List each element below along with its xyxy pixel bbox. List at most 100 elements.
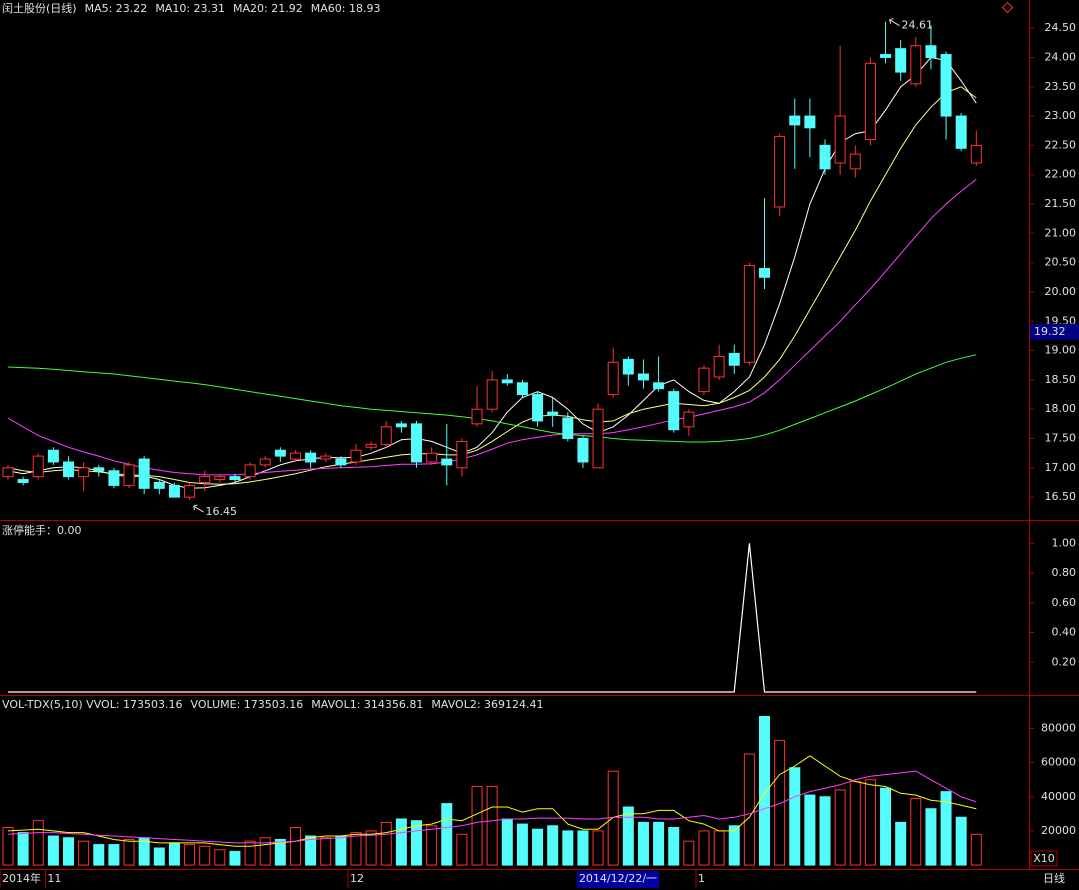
y-tick-label: 17.00 [1045,461,1077,474]
volume-bar [108,844,120,866]
candle-body [93,467,105,472]
candle-body [910,45,922,85]
volume-bar [335,835,347,866]
volume-bar [895,821,907,866]
candle-body [78,467,90,478]
mavol-line [7,755,977,847]
volume-bar [486,786,498,866]
volume-bar [501,818,513,866]
candle-body [713,355,725,378]
volume-bar [864,779,876,866]
candle-body [501,379,513,384]
y-tick-label: 16.50 [1045,490,1077,503]
volume-bar [47,835,59,866]
volume-bar [637,821,649,866]
candle-body [289,452,301,460]
volume-bar [849,780,861,866]
frame [0,0,1079,870]
volume-bar [789,767,801,866]
volume-bar [955,816,967,866]
y-tick-label: 40000 [1041,790,1076,803]
volume-bar [698,830,710,866]
candle-body [834,115,846,164]
y-tick-label: 24.00 [1045,50,1077,63]
candle-body [637,373,649,381]
candle-body [970,144,982,164]
volume-bar [562,830,574,866]
annotation-label: 16.45 [206,505,238,518]
x-tick-label: 1 [698,872,705,885]
candle-body [441,458,453,466]
candle-body [108,470,120,486]
candle-body [864,62,876,141]
candle-body [199,476,211,483]
volume-bar [532,828,544,866]
indicator-line [8,543,977,693]
candle-body [668,391,680,431]
candle-body [622,358,634,375]
volume-bar [229,850,241,866]
volume-bar [350,832,362,866]
candle-body [395,423,407,428]
volume-bar [577,830,589,866]
candle-body [759,268,770,278]
volume-bar [17,832,29,866]
volume-bar [970,833,982,866]
y-tick-label: 80000 [1041,721,1076,734]
header-text: MAVOL1: 314356.81 [311,698,423,711]
candle-body [244,464,256,478]
candle-body [940,54,952,117]
y-tick-label: 0.80 [1052,566,1077,579]
header-text: VOLUME: 173503.16 [191,698,304,711]
candle-body [2,467,14,478]
volume-bar [274,838,286,866]
candle-body [547,411,559,416]
candle-body [895,48,907,73]
candle-body [728,353,740,366]
candle-body [153,481,165,489]
volume-bar [819,796,831,866]
volume-bar [123,838,135,866]
candle-body [184,484,196,498]
ma-line [7,179,977,476]
volume-bar [728,825,740,866]
candle-body [577,438,589,463]
volume-bar [380,821,392,866]
y-tick-label: 20.50 [1045,256,1077,269]
mavol-line [7,770,977,844]
volume-bar [880,787,892,866]
candle-body [789,115,801,126]
volume-bar [32,820,44,866]
y-tick-label: 17.50 [1045,432,1077,445]
candle-body [138,458,150,489]
header-text: 闰土股份(日线) [2,1,77,15]
x-tick-label: 12 [350,872,364,885]
volume-bar [184,844,196,866]
candle-body [607,361,619,396]
volume-bar [547,825,559,866]
candle-body [305,452,317,463]
volume-bar [168,842,180,866]
candle-body [229,476,241,481]
volume-bar [774,739,786,866]
ma-line [7,86,977,485]
y-tick-label: 22.00 [1045,168,1077,181]
volume-bar [925,808,937,866]
header-text: MA5: 23.22 [85,2,148,15]
volume-bar [305,835,317,866]
volume-bar [2,827,14,866]
candle-body [123,464,135,486]
unit-label: X10 [1033,852,1055,865]
volume-bar [244,840,256,866]
candle-body [350,449,362,463]
candle-body [592,408,604,469]
volume-bar [516,823,528,866]
menu-icon[interactable] [1001,1,1014,14]
y-tick-label: 18.00 [1045,402,1077,415]
candle-body [819,144,831,170]
volume-bar [289,827,301,866]
volume-bar [214,849,226,866]
header-text: MA60: 18.93 [311,2,381,15]
volume-bar [759,715,770,866]
y-tick-label: 20.00 [1045,285,1077,298]
